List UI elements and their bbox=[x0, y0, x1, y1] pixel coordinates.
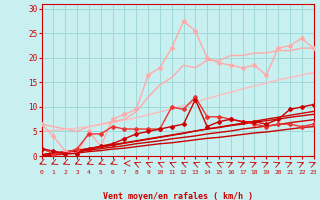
X-axis label: Vent moyen/en rafales ( km/h ): Vent moyen/en rafales ( km/h ) bbox=[103, 192, 252, 200]
